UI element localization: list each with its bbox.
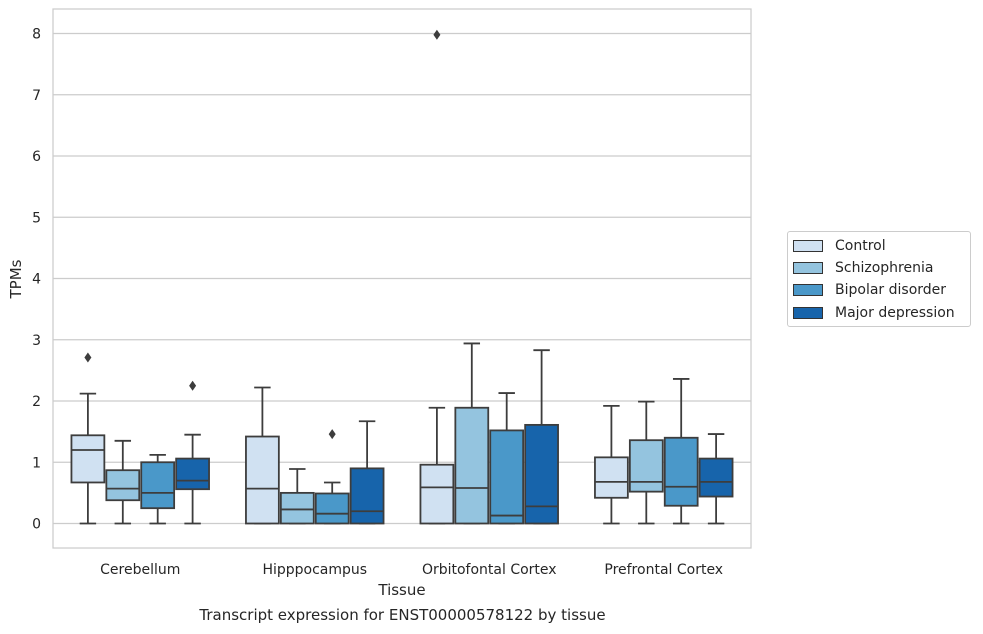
legend-label: Major depression: [835, 305, 955, 321]
box-major-depression: [698, 433, 734, 525]
legend-swatch-control: [793, 240, 823, 252]
y-tick-label: 8: [32, 27, 41, 43]
x-tick-label: Orbitofontal Cortex: [422, 562, 557, 578]
y-tick-label: 4: [32, 272, 41, 288]
legend-label: Schizophrenia: [835, 260, 934, 276]
box-iqr: [454, 406, 490, 525]
box-control: [245, 386, 280, 525]
box-schizophrenia: [628, 400, 664, 525]
legend-swatch-schizophrenia: [793, 262, 823, 274]
y-tick-label: 3: [32, 333, 41, 349]
box-iqr: [105, 469, 141, 502]
x-tick-labels: Cerebellum Hipppocampus Orbitofontal Corte…: [100, 562, 723, 578]
y-tick-label: 0: [32, 517, 41, 533]
box-iqr: [245, 435, 280, 525]
outlier-marker: [328, 429, 336, 440]
box-iqr: [70, 434, 106, 484]
box-major-depression: [175, 380, 210, 525]
box-bipolar-disorder: [140, 453, 176, 525]
box-control: [419, 29, 455, 525]
box-schizophrenia: [279, 468, 315, 525]
box-major-depression: [349, 420, 385, 525]
legend-item-bipolar-disorder: Bipolar disorder: [793, 280, 946, 300]
box-iqr: [349, 467, 385, 525]
box-iqr: [594, 456, 629, 499]
y-tick-label: 6: [32, 149, 41, 165]
x-tick-label: Prefrontal Cortex: [604, 562, 723, 578]
outlier-marker: [433, 29, 441, 40]
box-groups: [70, 29, 734, 525]
box-iqr: [140, 461, 176, 510]
legend-item-major-depression: Major depression: [793, 303, 955, 323]
box-bipolar-disorder: [663, 378, 699, 525]
box-iqr: [279, 491, 315, 525]
box-bipolar-disorder: [314, 429, 350, 525]
box-iqr: [419, 463, 455, 525]
box-control: [70, 352, 106, 525]
y-tick-label: 2: [32, 394, 41, 410]
box-iqr: [175, 457, 210, 491]
box-iqr: [628, 439, 664, 493]
box-iqr: [663, 436, 699, 507]
legend-swatch-bipolar-disorder: [793, 284, 823, 296]
box-schizophrenia: [454, 342, 490, 525]
box-iqr: [489, 429, 525, 525]
y-tick-label: 7: [32, 88, 41, 104]
box-major-depression: [524, 349, 559, 525]
box-control: [594, 404, 629, 525]
outlier-marker: [84, 352, 92, 363]
legend-swatch-major-depression: [793, 307, 823, 319]
y-tick-labels: 0 1 2 3 4 5 6 7 8: [32, 27, 41, 533]
box-bipolar-disorder: [489, 392, 525, 525]
legend-item-control: Control: [793, 236, 886, 256]
x-axis-label: Tissue: [377, 581, 425, 599]
legend-item-schizophrenia: Schizophrenia: [793, 258, 933, 278]
x-tick-label: Hipppocampus: [262, 562, 367, 578]
y-tick-label: 5: [32, 210, 41, 226]
box-iqr: [314, 492, 350, 525]
y-axis-label: TPMs: [7, 259, 25, 299]
legend-label: Control: [835, 238, 886, 254]
x-tick-label: Cerebellum: [100, 562, 180, 578]
legend-label: Bipolar disorder: [835, 282, 947, 298]
outlier-marker: [189, 380, 197, 391]
box-schizophrenia: [105, 439, 141, 525]
y-tick-label: 1: [32, 455, 41, 471]
box-iqr: [698, 457, 734, 498]
legend: Control Schizophrenia Bipolar disorder M…: [787, 231, 971, 327]
figure-caption: Transcript expression for ENST0000057812…: [199, 606, 606, 624]
box-iqr: [524, 423, 559, 525]
